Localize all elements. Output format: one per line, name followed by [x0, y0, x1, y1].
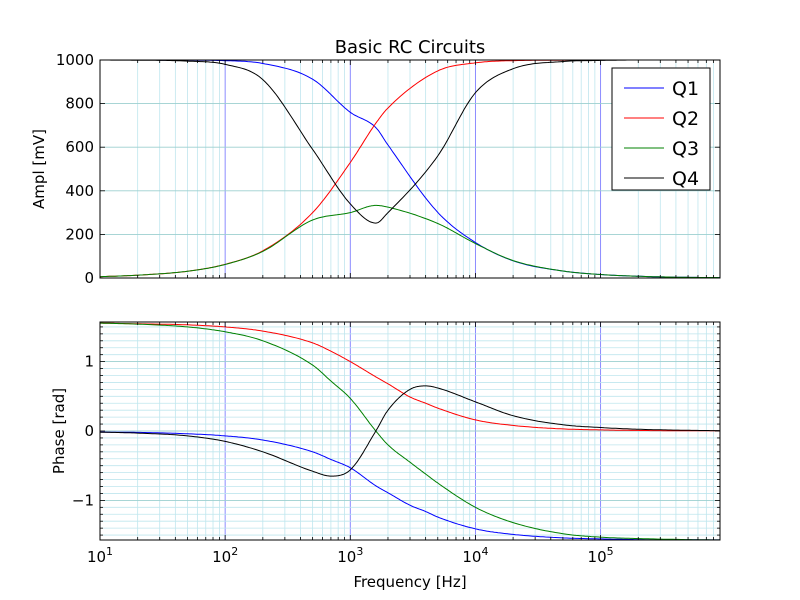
legend-label: Q4: [672, 168, 699, 190]
amplitude-y-axis-label: Ampl [mV]: [30, 129, 48, 209]
y-tick-label: −1: [72, 491, 94, 509]
amplitude-ticks: 0 200 400 600 800 1000: [56, 51, 721, 287]
phase-y-axis-label: Phase [rad]: [50, 388, 68, 474]
y-tick-label: 0: [84, 269, 94, 287]
phase-plot-frame: [99, 321, 721, 541]
x-tick-label: 101: [87, 545, 113, 566]
frequency-x-axis-label: Frequency [Hz]: [353, 573, 466, 591]
series-line-q1: [100, 431, 720, 541]
legend-label: Q1: [672, 78, 699, 100]
amplitude-panel: Basic RC Circuits Ampl [mV] 0 200 400 600 80…: [30, 37, 721, 287]
y-tick-label: 400: [65, 182, 94, 200]
y-tick-label: 1000: [56, 51, 94, 69]
y-tick-label: 600: [65, 138, 94, 156]
x-tick-label: 102: [212, 545, 238, 566]
series-line-q3: [99, 204, 720, 279]
series-line-q3: [100, 322, 720, 541]
y-tick-label: 0: [84, 422, 94, 440]
legend-label: Q2: [672, 108, 699, 130]
amplitude-plot-frame: [99, 59, 721, 279]
legend-label: Q3: [672, 138, 699, 160]
phase-series: [99, 322, 721, 541]
y-tick-label: 800: [65, 95, 94, 113]
phase-panel: Phase [rad] Frequency [Hz] −1 0 1 101 102 103…: [50, 321, 721, 591]
series-line-q2: [100, 322, 720, 432]
y-tick-label: 1: [84, 353, 94, 371]
x-tick-label: 105: [588, 545, 614, 566]
legend: Q1 Q2 Q3 Q4: [611, 67, 711, 191]
chart-title: Basic RC Circuits: [335, 37, 486, 58]
x-tick-label: 103: [337, 545, 363, 566]
series-line-q4: [99, 385, 721, 477]
y-tick-label: 200: [65, 225, 94, 243]
x-tick-label: 104: [462, 545, 488, 566]
phase-grid: [99, 322, 721, 540]
